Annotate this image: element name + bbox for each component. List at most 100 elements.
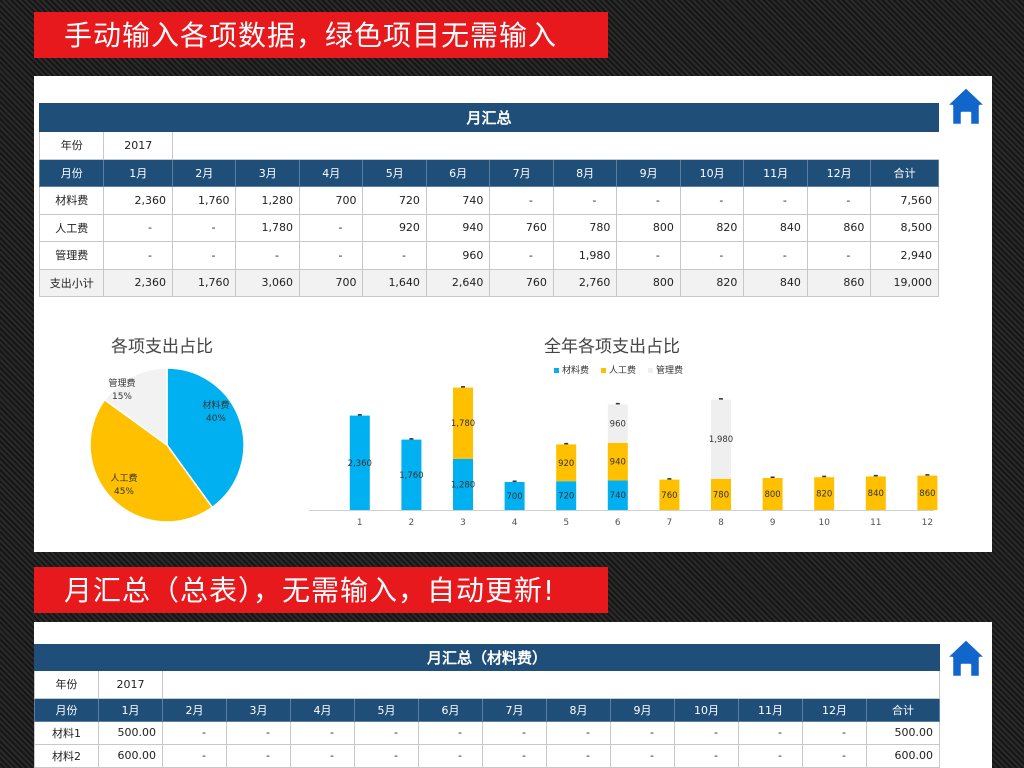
table-cell[interactable]: -	[489, 241, 554, 270]
home-icon[interactable]	[942, 634, 990, 682]
table-cell[interactable]: -	[482, 743, 547, 768]
column-header: 1月	[98, 697, 163, 722]
table-cell[interactable]: -	[802, 720, 867, 745]
table-cell[interactable]: 1,980	[552, 241, 618, 270]
table-cell[interactable]: -	[298, 241, 364, 270]
table-cell[interactable]: -	[802, 743, 867, 768]
table-cell[interactable]: 760	[489, 268, 554, 297]
x-tick-label: 3	[460, 518, 466, 528]
table-cell[interactable]: 1,640	[362, 268, 427, 297]
table-cell[interactable]: -	[226, 720, 291, 745]
table-cell[interactable]: 960	[425, 241, 491, 270]
table-cell[interactable]: 2,760	[552, 268, 618, 297]
table-cell[interactable]: 600.00	[98, 743, 163, 768]
year-value[interactable]: 2017	[98, 670, 163, 699]
table-cell[interactable]: 7,560	[870, 186, 939, 215]
year-value[interactable]: 2017	[103, 131, 173, 160]
table-cell[interactable]: -	[679, 186, 745, 215]
column-header: 2月	[162, 697, 227, 722]
table-cell[interactable]: 860	[806, 213, 872, 242]
table-cell[interactable]: -	[354, 743, 419, 768]
table-cell[interactable]: 700	[298, 186, 364, 215]
table-cell[interactable]: -	[806, 241, 872, 270]
table-cell[interactable]: -	[290, 720, 355, 745]
table-cell[interactable]: 2,360	[103, 268, 173, 297]
table-cell[interactable]: -	[235, 241, 300, 270]
table-row: 支出小计 2,360 1,760 3,060 700 1,640 2,640 760 2,760…	[38, 268, 939, 297]
table-cell[interactable]: -	[298, 213, 364, 242]
table-cell[interactable]: -	[418, 720, 483, 745]
x-tick-label: 5	[563, 518, 569, 528]
table-cell[interactable]: 760	[489, 213, 554, 242]
bar-top-marker	[357, 414, 362, 416]
table-cell[interactable]: 920	[362, 213, 427, 242]
table-cell[interactable]: 2,640	[425, 268, 491, 297]
table-cell[interactable]: -	[482, 720, 547, 745]
table-cell[interactable]: -	[290, 743, 355, 768]
table-cell[interactable]: 720	[362, 186, 427, 215]
table-cell[interactable]: -	[743, 186, 808, 215]
table-cell[interactable]: -	[171, 213, 237, 242]
table-cell[interactable]: 3,060	[235, 268, 300, 297]
table-cell[interactable]: 600.00	[865, 743, 941, 768]
table-cell[interactable]: -	[362, 241, 427, 270]
table-cell[interactable]: 860	[806, 268, 872, 297]
table-cell[interactable]: 740	[425, 186, 491, 215]
table-cell[interactable]: 800	[616, 213, 681, 242]
table-cell[interactable]: 500.00	[865, 720, 941, 745]
table-cell[interactable]: -	[162, 743, 227, 768]
table-cell[interactable]: 820	[679, 213, 745, 242]
table-cell[interactable]: -	[674, 720, 739, 745]
table-cell[interactable]: 940	[425, 213, 491, 242]
table-cell[interactable]: 1,280	[235, 186, 300, 215]
table-cell[interactable]: -	[418, 743, 483, 768]
column-header: 11月	[743, 158, 808, 187]
table-cell[interactable]: -	[546, 720, 611, 745]
table-cell[interactable]: 19,000	[870, 268, 939, 297]
table-cell[interactable]: 1,780	[235, 213, 300, 242]
table-cell[interactable]: -	[610, 720, 675, 745]
table-cell[interactable]: 2,360	[103, 186, 173, 215]
table-cell[interactable]: -	[743, 241, 808, 270]
table-cell[interactable]: -	[171, 241, 237, 270]
column-header: 合计	[865, 697, 941, 722]
table-cell[interactable]: -	[103, 241, 173, 270]
bar-chart: 2,360 1 1,760 2 1,280 1,780 3 700 4 720 920 5 740 940…	[309, 386, 938, 528]
table-cell[interactable]: -	[679, 241, 745, 270]
summary-table: 月汇总 年份 2017 月份 1月 2月 3月 4月 5月 6月 7月 8月 9月 10月 11月 12…	[38, 103, 939, 297]
table-cell[interactable]: -	[103, 213, 173, 242]
table-cell[interactable]: 1,760	[171, 268, 237, 297]
table-cell[interactable]: -	[489, 186, 554, 215]
table-cell[interactable]: 1,760	[171, 186, 237, 215]
column-header: 月份	[38, 158, 105, 187]
table-cell[interactable]: -	[674, 743, 739, 768]
x-tick-label: 6	[615, 518, 621, 528]
table-row: 材料1 500.00- - - - - - - - - - -500.00	[34, 720, 941, 745]
x-tick-label: 2	[409, 518, 415, 528]
table-cell[interactable]: -	[738, 743, 803, 768]
table-cell[interactable]: -	[616, 241, 681, 270]
table-cell[interactable]: -	[546, 743, 611, 768]
table-cell[interactable]: -	[552, 186, 618, 215]
table-cell[interactable]: 8,500	[870, 213, 939, 242]
table-cell[interactable]: 800	[616, 268, 681, 297]
table-cell[interactable]: 840	[743, 268, 808, 297]
table-cell[interactable]: 700	[298, 268, 364, 297]
bar-data-label: 860	[919, 489, 935, 499]
table-cell[interactable]: -	[806, 186, 872, 215]
table-cell[interactable]: 500.00	[98, 720, 163, 745]
table-cell[interactable]: -	[226, 743, 291, 768]
table-cell[interactable]: -	[610, 743, 675, 768]
table-cell[interactable]: -	[616, 186, 681, 215]
legend-swatch	[601, 368, 607, 373]
table-cell[interactable]: 840	[743, 213, 808, 242]
home-icon[interactable]	[942, 82, 990, 130]
pie-slice-1	[89, 398, 214, 523]
table-cell[interactable]: -	[354, 720, 419, 745]
table-cell[interactable]: 2,940	[870, 241, 939, 270]
row-label: 人工费	[38, 213, 105, 242]
table-cell[interactable]: 780	[552, 213, 618, 242]
table-cell[interactable]: -	[738, 720, 803, 745]
table-cell[interactable]: 820	[679, 268, 745, 297]
table-cell[interactable]: -	[162, 720, 227, 745]
